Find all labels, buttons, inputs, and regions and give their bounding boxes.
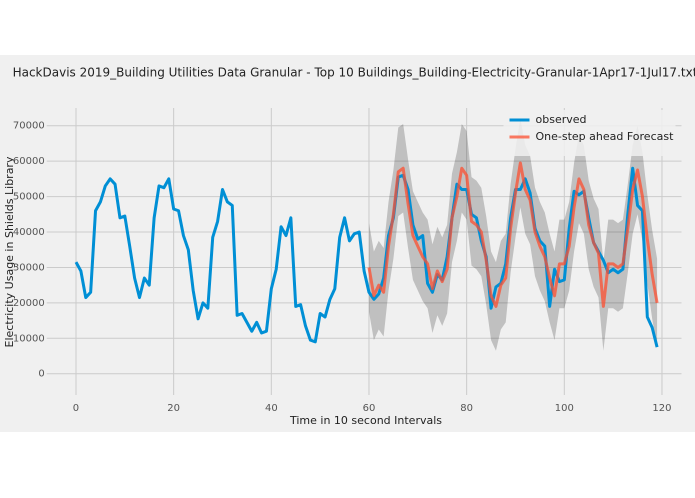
y-tick-label: 60000 [13,156,45,167]
x-tick-label: 120 [652,403,671,414]
x-tick-label: 100 [555,403,574,414]
y-tick-label: 50000 [13,192,45,203]
y-axis-label: Electricity Usage in Shields Library [3,156,16,347]
y-tick-label: 70000 [13,121,45,132]
legend: observed One-step ahead Forecast [503,110,676,156]
legend-label: observed [536,113,587,126]
legend-box [503,110,676,156]
y-tick-label: 40000 [13,227,45,238]
chart-title: HackDavis 2019_Building Utilities Data G… [13,66,695,80]
grid: 0 10000 20000 30000 40000 50000 60000 70000 0 20 4… [13,108,682,414]
y-tick-label: 20000 [13,298,45,309]
x-axis-label: Time in 10 second Intervals [289,414,442,427]
legend-label: One-step ahead Forecast [536,130,675,143]
x-tick-label: 20 [167,403,180,414]
y-tick-label: 30000 [13,262,45,273]
x-tick-label: 60 [363,403,376,414]
y-tick-label: 0 [38,369,44,380]
confidence-band [368,118,658,351]
series-line [74,166,659,348]
plot [74,118,659,351]
x-tick-label: 0 [73,403,79,414]
x-tick-label: 40 [265,403,278,414]
series-line [367,161,659,308]
x-tick-label: 80 [460,403,473,414]
y-tick-label: 10000 [13,333,45,344]
